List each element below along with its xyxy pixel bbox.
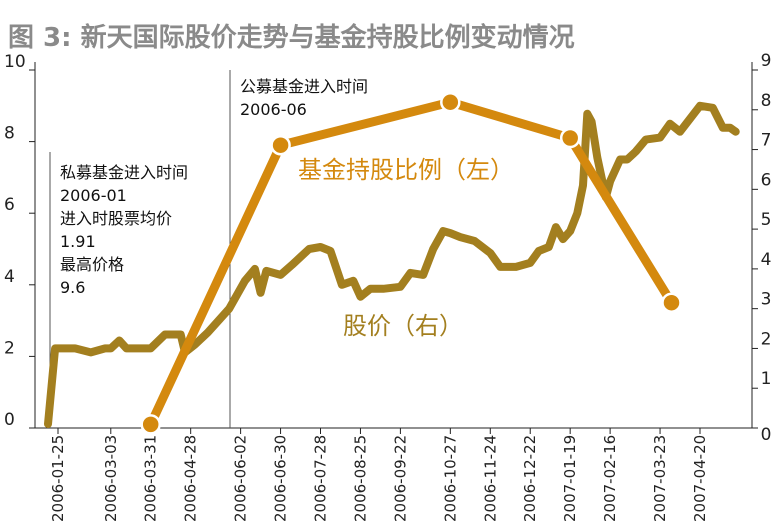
x-axis-tick-label: 2006-12-22 bbox=[521, 435, 539, 522]
right-axis-tick-label: 6 bbox=[761, 170, 772, 190]
fund-holding-data-point bbox=[140, 414, 161, 435]
right-axis-tick-label: 1 bbox=[761, 369, 772, 389]
fund-holding-data-point bbox=[440, 91, 461, 113]
x-axis-tick-label: 2007-03-23 bbox=[651, 435, 669, 522]
x-axis-tick-label: 2006-09-22 bbox=[391, 435, 409, 522]
annotation-text: 1.91 bbox=[60, 232, 96, 251]
annotation-text: 最高价格 bbox=[60, 255, 124, 274]
right-axis-tick-label: 7 bbox=[761, 131, 772, 151]
fund-holding-data-point bbox=[270, 134, 291, 156]
x-axis-tick-label: 2006-11-24 bbox=[481, 435, 499, 522]
annotation-text: 私募基金进入时间 bbox=[60, 163, 188, 182]
right-axis-tick-label: 8 bbox=[761, 91, 772, 111]
annotation-text: 进入时股票均价 bbox=[60, 209, 172, 228]
right-axis-tick-label: 3 bbox=[761, 290, 772, 310]
x-axis-tick-label: 2006-06-30 bbox=[272, 435, 290, 522]
fund-holding-data-point bbox=[661, 292, 682, 313]
left-axis-tick-label: 10 bbox=[4, 52, 26, 72]
x-axis-tick-label: 2006-06-02 bbox=[232, 435, 250, 522]
x-axis-tick-label: 2006-01-25 bbox=[49, 435, 67, 522]
annotation-text: 公募基金进入时间 bbox=[240, 77, 368, 96]
stock-price-series-label: 股价（右） bbox=[343, 312, 463, 340]
x-axis-tick-label: 2007-01-19 bbox=[561, 435, 579, 522]
annotation-text: 9.6 bbox=[60, 278, 85, 297]
right-axis-tick-label: 4 bbox=[761, 250, 772, 270]
right-axis-tick-label: 5 bbox=[761, 210, 772, 230]
x-axis-tick-label: 2006-03-31 bbox=[142, 435, 160, 522]
left-axis-tick-label: 6 bbox=[4, 195, 15, 215]
right-axis-tick-label: 0 bbox=[761, 425, 772, 445]
annotation-text: 2006-06 bbox=[240, 100, 307, 119]
x-axis-tick-label: 2007-04-20 bbox=[691, 435, 709, 522]
left-axis-tick-label: 2 bbox=[4, 338, 15, 358]
x-axis-tick-label: 2006-08-25 bbox=[351, 435, 369, 522]
x-axis-tick-label: 2006-04-28 bbox=[182, 435, 200, 522]
x-axis-tick-label: 2006-07-28 bbox=[312, 435, 330, 522]
stock-price-series-line bbox=[44, 101, 740, 428]
chart-title: 图 3: 新天国际股价走势与基金持股比例变动情况 bbox=[8, 22, 575, 53]
annotation-text: 2006-01 bbox=[60, 186, 127, 205]
fund-holding-series-label: 基金持股比例（左） bbox=[298, 156, 514, 184]
x-axis-tick-label: 2006-03-03 bbox=[102, 435, 120, 522]
right-axis-tick-label: 9 bbox=[761, 51, 772, 71]
left-axis-tick-label: 0 bbox=[4, 410, 15, 430]
x-axis-tick-label: 2006-10-27 bbox=[441, 435, 459, 522]
x-axis-tick-label: 2007-02-16 bbox=[601, 435, 619, 522]
right-axis-tick-label: 2 bbox=[761, 329, 772, 349]
left-axis-tick-label: 4 bbox=[4, 267, 15, 287]
fund-holding-data-point bbox=[559, 127, 581, 149]
left-axis-tick-label: 8 bbox=[4, 124, 15, 144]
